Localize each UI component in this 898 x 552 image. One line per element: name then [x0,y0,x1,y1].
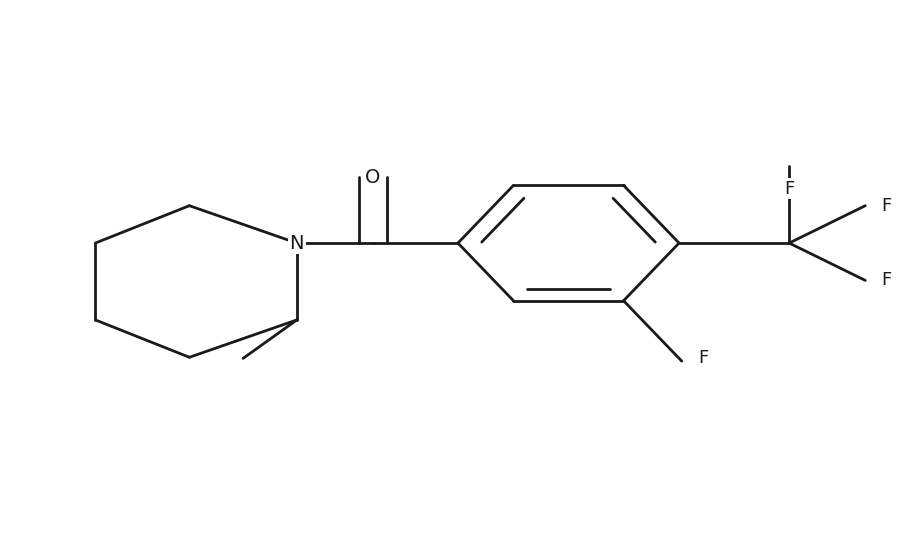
Text: F: F [882,197,892,215]
Text: F: F [882,272,892,289]
Text: F: F [784,180,795,198]
Text: O: O [365,168,381,187]
Text: F: F [698,349,709,368]
Text: N: N [289,233,304,253]
